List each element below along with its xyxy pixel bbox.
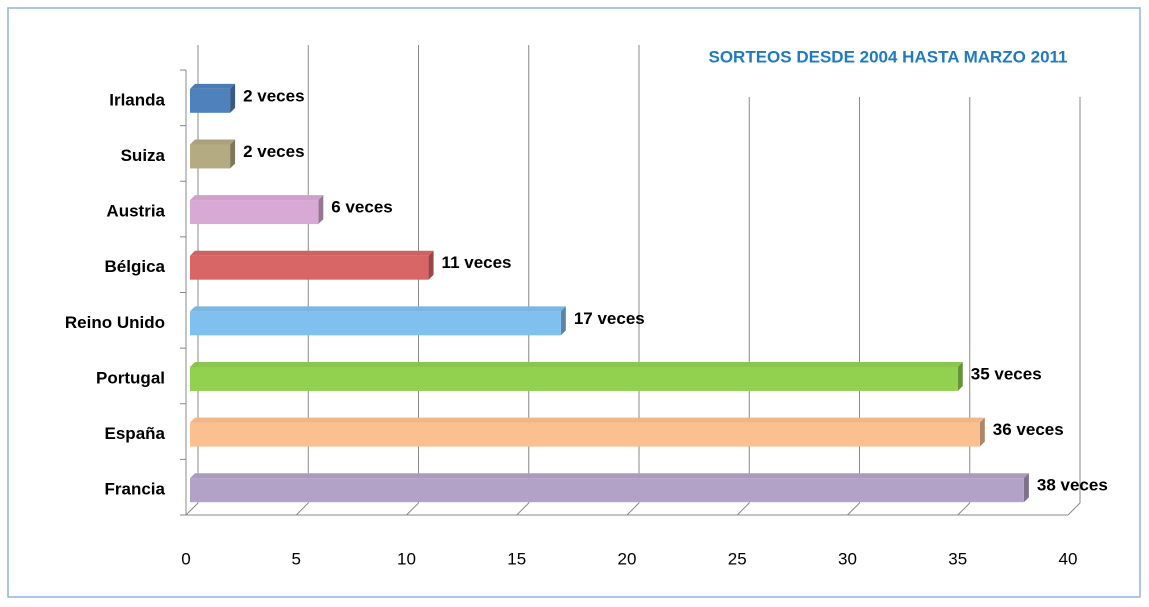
floor-tick bbox=[295, 502, 309, 516]
floor-tick bbox=[626, 502, 640, 516]
y-tick-label: Reino Unido bbox=[65, 313, 165, 332]
floor-tick bbox=[847, 502, 860, 516]
bar-side bbox=[957, 361, 963, 391]
value-label: 38 veces bbox=[1037, 476, 1108, 495]
bar-top bbox=[190, 250, 434, 256]
bar-side bbox=[230, 83, 236, 113]
floor-tick bbox=[957, 502, 971, 516]
x-tick-label: 30 bbox=[838, 549, 857, 568]
bar-side bbox=[428, 250, 434, 280]
value-label: 36 veces bbox=[993, 420, 1064, 439]
value-label: 6 veces bbox=[331, 198, 392, 217]
bar bbox=[190, 311, 561, 336]
y-tick-label: Suiza bbox=[121, 146, 166, 165]
value-label: 17 veces bbox=[574, 309, 645, 328]
bar-top bbox=[190, 473, 1029, 479]
bar bbox=[190, 200, 319, 225]
bar-side bbox=[1023, 473, 1029, 503]
bar-side bbox=[230, 139, 236, 169]
x-tick-label: 0 bbox=[181, 549, 190, 568]
bar bbox=[190, 366, 958, 391]
x-tick-label: 5 bbox=[292, 549, 301, 568]
value-label: 11 veces bbox=[442, 253, 512, 272]
y-tick-label: Portugal bbox=[96, 368, 165, 387]
x-tick-label: 10 bbox=[397, 549, 416, 568]
x-tick-label: 25 bbox=[728, 549, 747, 568]
floor-tick bbox=[185, 502, 199, 516]
value-label: 35 veces bbox=[971, 364, 1042, 383]
bar-top bbox=[190, 139, 236, 145]
y-tick-label: Bélgica bbox=[105, 257, 166, 276]
bar-top bbox=[190, 361, 963, 367]
floor-tick bbox=[406, 502, 419, 516]
y-tick-label: España bbox=[105, 424, 166, 443]
y-tick-label: Francia bbox=[105, 480, 166, 499]
bar-top bbox=[190, 83, 236, 89]
bar bbox=[190, 88, 231, 113]
y-tick-label: Irlanda bbox=[109, 90, 165, 109]
x-tick-label: 20 bbox=[618, 549, 637, 568]
floor-tick bbox=[516, 502, 530, 516]
x-tick-label: 15 bbox=[507, 549, 526, 568]
bar-side bbox=[979, 417, 985, 447]
x-tick-label: 40 bbox=[1059, 549, 1078, 568]
bar-side bbox=[560, 306, 566, 336]
bar-top bbox=[190, 417, 985, 423]
x-tick-label: 35 bbox=[948, 549, 967, 568]
value-label: 2 veces bbox=[243, 142, 304, 161]
bar bbox=[190, 255, 429, 280]
bar-side bbox=[318, 195, 324, 225]
value-label: 2 veces bbox=[243, 86, 304, 105]
bar-top bbox=[190, 195, 324, 201]
chart-title: SORTEOS DESDE 2004 HASTA MARZO 2011 bbox=[709, 47, 1068, 66]
bar bbox=[190, 144, 231, 169]
y-tick-label: Austria bbox=[106, 202, 165, 221]
floor-tick bbox=[736, 502, 750, 516]
bar bbox=[190, 422, 980, 447]
bar-top bbox=[190, 306, 566, 312]
bar bbox=[190, 478, 1024, 503]
floor-tick bbox=[1067, 502, 1081, 516]
